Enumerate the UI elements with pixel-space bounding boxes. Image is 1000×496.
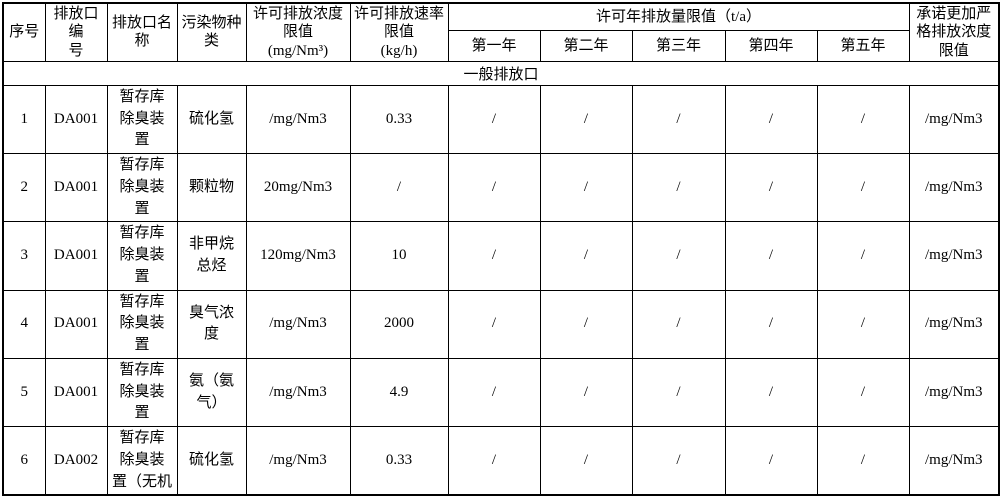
cell-conc-limit: /mg/Nm3 [245, 357, 351, 428]
header-outlet-no: 排放口编 号 [44, 2, 108, 62]
header-year-5: 第五年 [816, 30, 910, 62]
section-row: 一般排放口 [2, 60, 1000, 86]
header-row-1: 序号 排放口编 号 排放口名 称 污染物种 类 许可排放浓度 限值 (mg/Nm… [2, 2, 1000, 62]
header-row-2: 第一年 第二年 第三年 第四年 第五年 [3, 30, 999, 62]
cell-year-5: / [816, 357, 910, 428]
table-row: 3 DA001 暂存库 除臭装 置 非甲烷 总烃 120mg/Nm3 10 / … [2, 221, 1000, 291]
cell-committed-limit: /mg/Nm3 [908, 221, 1000, 291]
cell-year-5: / [816, 84, 910, 155]
cell-conc-limit: /mg/Nm3 [245, 426, 351, 496]
header-rate-limit: 许可排放速率 限值 (kg/h) [349, 2, 449, 62]
cell-conc-limit: 20mg/Nm3 [245, 153, 351, 223]
cell-outlet-name: 暂存库 除臭装 置 [106, 357, 178, 428]
cell-rate-limit: 0.33 [349, 84, 449, 155]
cell-committed-limit: /mg/Nm3 [908, 357, 1000, 428]
cell-seq: 1 [2, 84, 46, 155]
cell-year-1: / [447, 153, 541, 223]
header-pollutant: 污染物种 类 [176, 2, 247, 62]
cell-seq: 2 [2, 153, 46, 223]
cell-outlet-no: DA001 [44, 289, 108, 359]
cell-committed-limit: /mg/Nm3 [908, 426, 1000, 496]
cell-year-3: / [631, 289, 726, 359]
cell-outlet-name: 暂存库 除臭装 置（无机 [106, 426, 178, 496]
cell-conc-limit: /mg/Nm3 [245, 289, 351, 359]
header-annual-limit: 许可年排放量限值（t/a） [447, 2, 910, 32]
cell-year-5: / [816, 221, 910, 291]
cell-year-1: / [447, 289, 541, 359]
cell-outlet-name: 暂存库 除臭装 置 [106, 289, 178, 359]
cell-year-2: / [539, 426, 633, 496]
section-label: 一般排放口 [2, 60, 1000, 86]
header-committed-limit: 承诺更加严 格排放浓度 限值 [908, 2, 1000, 62]
cell-year-4: / [724, 357, 818, 428]
cell-outlet-no: DA002 [44, 426, 108, 496]
cell-year-4: / [724, 289, 818, 359]
cell-rate-limit: 10 [349, 221, 449, 291]
cell-rate-limit: 4.9 [349, 357, 449, 428]
table-row: 4 DA001 暂存库 除臭装 置 臭气浓 度 /mg/Nm3 2000 / /… [2, 289, 1000, 359]
cell-year-2: / [539, 357, 633, 428]
header-conc-limit: 许可排放浓度 限值 (mg/Nm³) [245, 2, 351, 62]
header-seq: 序号 [2, 2, 46, 62]
cell-pollutant: 硫化氢 [176, 84, 247, 155]
cell-outlet-name: 暂存库 除臭装 置 [106, 84, 178, 155]
header-year-4: 第四年 [724, 30, 818, 62]
cell-year-5: / [816, 153, 910, 223]
cell-year-4: / [724, 426, 818, 496]
header-outlet-name: 排放口名 称 [106, 2, 178, 62]
cell-rate-limit: 2000 [349, 289, 449, 359]
table-head: 序号 排放口编 号 排放口名 称 污染物种 类 许可排放浓度 限值 (mg/Nm… [2, 2, 1000, 86]
cell-committed-limit: /mg/Nm3 [908, 289, 1000, 359]
cell-seq: 6 [2, 426, 46, 496]
cell-outlet-no: DA001 [44, 153, 108, 223]
cell-year-2: / [539, 289, 633, 359]
cell-outlet-no: DA001 [44, 84, 108, 155]
cell-year-3: / [631, 357, 726, 428]
cell-pollutant: 臭气浓 度 [176, 289, 247, 359]
cell-seq: 5 [2, 357, 46, 428]
cell-outlet-name: 暂存库 除臭装 置 [106, 153, 178, 223]
cell-year-3: / [631, 84, 726, 155]
table-row: 6 DA002 暂存库 除臭装 置（无机 硫化氢 /mg/Nm3 0.33 / … [2, 426, 1000, 496]
cell-conc-limit: /mg/Nm3 [245, 84, 351, 155]
cell-year-3: / [631, 221, 726, 291]
table-row: 5 DA001 暂存库 除臭装 置 氨（氨 气） /mg/Nm3 4.9 / /… [2, 357, 1000, 428]
cell-pollutant: 颗粒物 [176, 153, 247, 223]
cell-outlet-name: 暂存库 除臭装 置 [106, 221, 178, 291]
table-row: 1 DA001 暂存库 除臭装 置 硫化氢 /mg/Nm3 0.33 / / /… [2, 84, 1000, 155]
header-year-1: 第一年 [447, 30, 541, 62]
cell-conc-limit: 120mg/Nm3 [245, 221, 351, 291]
cell-year-2: / [539, 153, 633, 223]
cell-year-2: / [539, 84, 633, 155]
table-row: 2 DA001 暂存库 除臭装 置 颗粒物 20mg/Nm3 / / / / /… [2, 153, 1000, 223]
header-year-2: 第二年 [539, 30, 633, 62]
cell-outlet-no: DA001 [44, 357, 108, 428]
cell-committed-limit: /mg/Nm3 [908, 84, 1000, 155]
table-body: 1 DA001 暂存库 除臭装 置 硫化氢 /mg/Nm3 0.33 / / /… [2, 84, 1000, 496]
cell-rate-limit: / [349, 153, 449, 223]
cell-rate-limit: 0.33 [349, 426, 449, 496]
cell-year-5: / [816, 426, 910, 496]
cell-year-1: / [447, 84, 541, 155]
cell-committed-limit: /mg/Nm3 [908, 153, 1000, 223]
cell-year-4: / [724, 153, 818, 223]
header-year-3: 第三年 [631, 30, 726, 62]
cell-seq: 3 [2, 221, 46, 291]
cell-year-4: / [724, 84, 818, 155]
cell-pollutant: 非甲烷 总烃 [176, 221, 247, 291]
cell-year-5: / [816, 289, 910, 359]
cell-year-3: / [631, 426, 726, 496]
cell-pollutant: 硫化氢 [176, 426, 247, 496]
cell-year-2: / [539, 221, 633, 291]
cell-year-1: / [447, 426, 541, 496]
cell-year-1: / [447, 357, 541, 428]
cell-year-1: / [447, 221, 541, 291]
cell-pollutant: 氨（氨 气） [176, 357, 247, 428]
cell-outlet-no: DA001 [44, 221, 108, 291]
cell-seq: 4 [2, 289, 46, 359]
cell-year-3: / [631, 153, 726, 223]
cell-year-4: / [724, 221, 818, 291]
